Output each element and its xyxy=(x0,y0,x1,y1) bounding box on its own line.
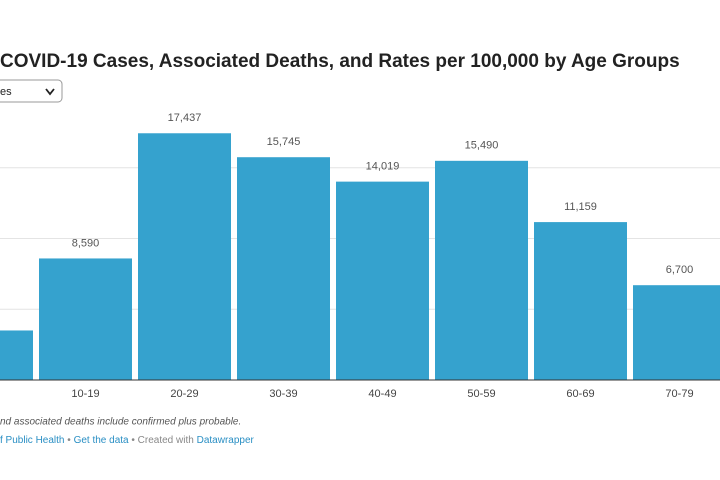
value-label: 17,437 xyxy=(168,112,202,124)
dropdown-chevron[interactable] xyxy=(45,88,55,96)
bar xyxy=(336,181,429,380)
x-tick-label: 10-19 xyxy=(71,388,99,400)
bar xyxy=(138,133,231,380)
chart-title: COVID-19 Cases, Associated Deaths, and R… xyxy=(0,51,680,72)
x-tick-label: 20-29 xyxy=(170,388,198,400)
credit-link[interactable]: Datawrapper xyxy=(197,435,255,446)
bar xyxy=(39,258,132,380)
footnote: nd associated deaths include confirmed p… xyxy=(0,417,241,428)
x-tick-label: 60-69 xyxy=(566,388,594,400)
source-name[interactable]: f Public Health xyxy=(0,435,64,446)
source: f Public Health • Get the data • Created… xyxy=(0,435,255,446)
x-tick-label: 30-39 xyxy=(269,388,297,400)
value-label: 6,700 xyxy=(666,264,694,276)
x-tick-label: 70-79 xyxy=(665,388,693,400)
x-tick-label: 40-49 xyxy=(368,388,396,400)
x-tick-label: 50-59 xyxy=(467,388,495,400)
bar xyxy=(0,330,33,380)
separator: • xyxy=(67,435,71,446)
value-label: 15,745 xyxy=(267,136,301,148)
value-label: 8,590 xyxy=(72,237,100,249)
data-link[interactable]: Get the data xyxy=(74,435,129,446)
dropdown[interactable]: es xyxy=(0,79,63,103)
dropdown-value[interactable]: es xyxy=(0,86,12,98)
created-with: • Created with xyxy=(131,435,193,446)
value-label: 14,019 xyxy=(366,161,400,173)
bar xyxy=(435,160,528,380)
value-label: 15,490 xyxy=(465,140,499,152)
bar xyxy=(534,222,627,380)
bar xyxy=(633,285,720,380)
dropdown-box[interactable] xyxy=(0,79,63,103)
bar xyxy=(237,157,330,380)
value-label: 11,159 xyxy=(564,201,597,213)
